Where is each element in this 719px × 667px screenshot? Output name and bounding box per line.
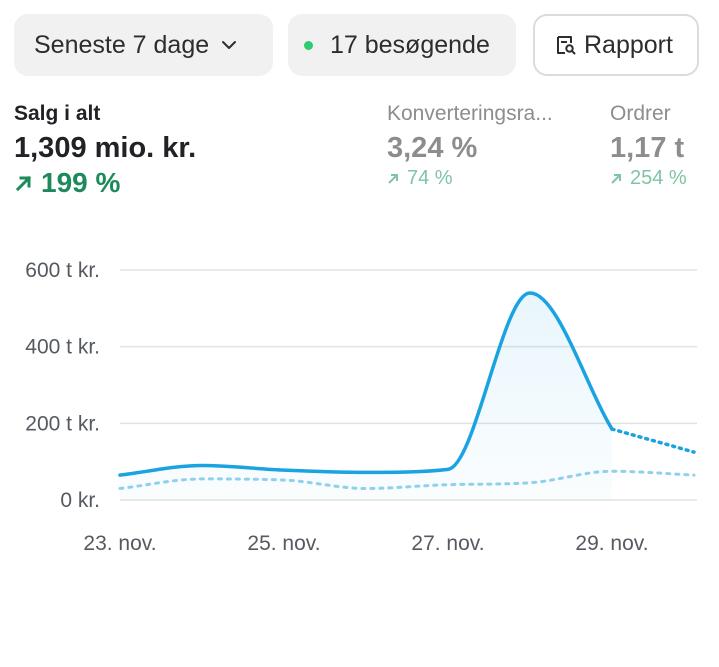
series-area-current: [120, 293, 612, 500]
metric-conversion-rate[interactable]: Konverteringsra... 3,24 % 74 %: [387, 100, 553, 190]
y-tick-label: 200 t kr.: [25, 412, 100, 435]
report-label: Rapport: [584, 30, 673, 59]
metric-delta-value: 254 %: [630, 167, 687, 189]
arrow-up-right-icon: [610, 172, 623, 185]
y-tick-label: 0 kr.: [60, 489, 100, 512]
report-button[interactable]: Rapport: [533, 14, 699, 76]
metric-label: Konverteringsra...: [387, 102, 553, 125]
report-search-icon: [555, 34, 577, 56]
date-range-label: Seneste 7 dage: [34, 30, 210, 59]
metric-total-sales[interactable]: Salg i alt 1,309 mio. kr. 199 %: [14, 100, 196, 199]
metric-delta-value: 199 %: [41, 167, 121, 198]
metric-label: Ordrer: [610, 102, 671, 125]
chevron-down-icon: [221, 40, 237, 50]
live-visitors-button[interactable]: 17 besøgende: [288, 14, 516, 76]
live-indicator-dot: [304, 40, 313, 50]
x-tick-label: 27. nov.: [411, 532, 484, 555]
series-line-current: [118, 291, 614, 477]
metric-delta: 199 %: [14, 167, 196, 199]
x-tick-label: 29. nov.: [575, 532, 648, 555]
metric-value: 3,24 %: [387, 132, 478, 164]
x-tick-label: 23. nov.: [83, 532, 156, 555]
arrow-up-right-icon: [387, 172, 400, 185]
metric-value: 1,309 mio. kr.: [14, 132, 197, 164]
metric-delta: 254 %: [610, 167, 687, 190]
metric-delta: 74 %: [387, 167, 553, 190]
sales-line-chart: 0 kr. 200 t kr. 400 t kr. 600 t kr. 23. nov…: [25, 259, 697, 555]
toolbar: Seneste 7 dage 17 besøgende Rapport: [14, 14, 699, 76]
metric-value: 1,17 t: [610, 132, 685, 164]
date-range-button[interactable]: Seneste 7 dage: [14, 14, 273, 76]
x-tick-label: 25. nov.: [247, 532, 320, 555]
metric-label: Salg i alt: [14, 102, 101, 125]
live-visitors-label: 17 besøgende: [330, 30, 490, 59]
y-tick-label: 600 t kr.: [25, 259, 100, 282]
arrow-up-right-icon: [14, 173, 34, 193]
metric-orders[interactable]: Ordrer 1,17 t 254 %: [610, 100, 687, 190]
y-tick-label: 400 t kr.: [25, 336, 100, 359]
metric-delta-value: 74 %: [407, 167, 453, 189]
series-line-comparison: [118, 469, 696, 491]
series-line-current-partial: [610, 427, 696, 454]
